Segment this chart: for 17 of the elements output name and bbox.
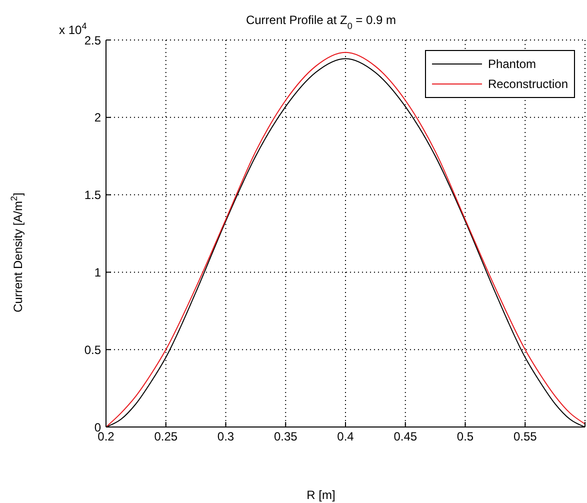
y-tick-label: 1.5 — [84, 188, 102, 202]
x-axis-title: R [m] — [306, 488, 336, 502]
x-tick-label: 0.55 — [513, 430, 538, 444]
x-tick-label: 0.35 — [274, 430, 298, 444]
chart-title: Current Profile at Z$_{0}$ = 0.9 m — [246, 13, 396, 31]
legend-label: Reconstruction — [488, 76, 568, 93]
x-tick-label: 0.3 — [217, 430, 234, 444]
y-tick-label: 2.5 — [84, 33, 102, 48]
x-tick-label: 0.4 — [337, 430, 354, 444]
x-tick-label: 0.25 — [154, 430, 178, 444]
y-tick-label: 0.5 — [84, 342, 102, 357]
x-tick-label: 0.45 — [394, 430, 418, 444]
y-tick-label: 2 — [94, 110, 102, 125]
legend-label: Phantom — [488, 56, 536, 73]
text: x 10$^{4}$ — [59, 21, 87, 37]
x-tick-label: 0.5 — [456, 430, 474, 444]
y-tick-label: 1 — [94, 265, 102, 280]
